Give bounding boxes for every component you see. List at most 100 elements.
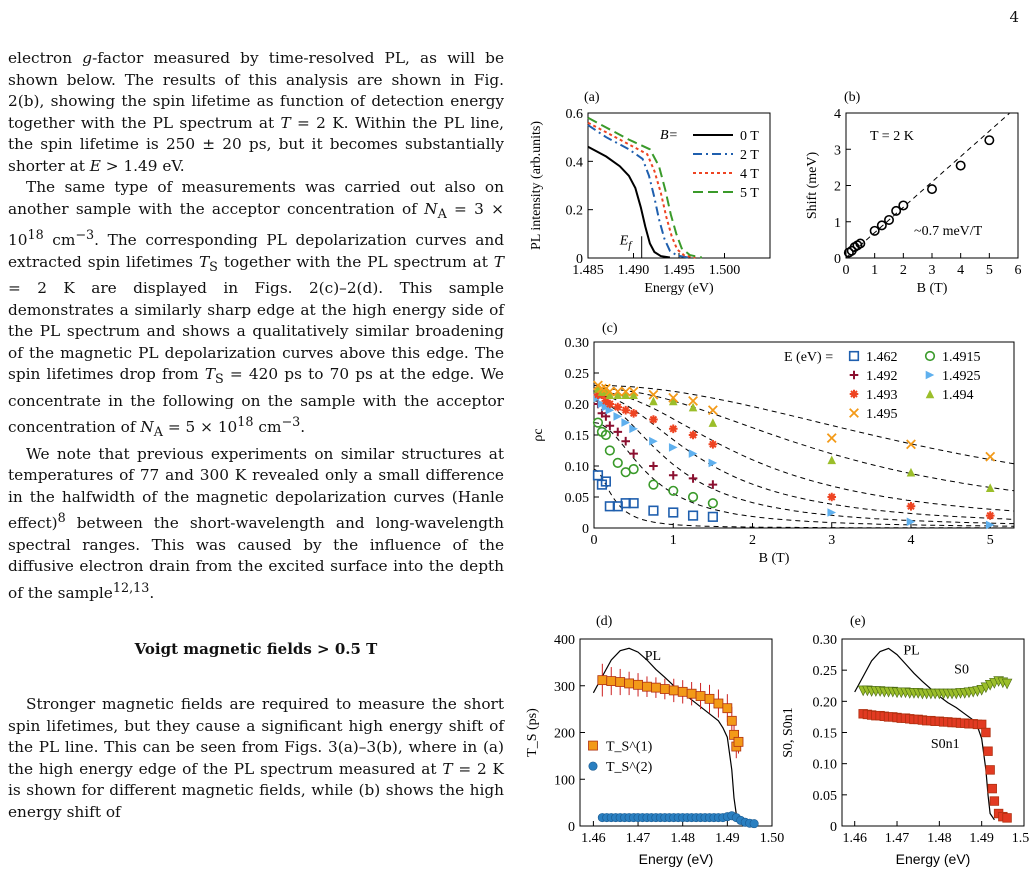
data-point-ts1 xyxy=(704,693,715,704)
data-point-1.493 xyxy=(605,399,615,409)
data-point-1.494 xyxy=(668,396,678,406)
y-tick-label: 0 xyxy=(576,252,583,267)
data-point-1.495 xyxy=(985,451,996,462)
x-tick-label: 2 xyxy=(900,263,907,278)
x-tick-label: 0 xyxy=(843,263,850,278)
x-tick-label: 1.46 xyxy=(581,831,606,846)
data-point-1.494 xyxy=(629,390,638,399)
y-tick-label: 200 xyxy=(554,727,575,742)
data-point-1.462 xyxy=(668,507,679,518)
legend-label: 0 T xyxy=(740,129,759,144)
y-tick-label: 3 xyxy=(834,143,841,158)
data-point-1.492 xyxy=(708,480,718,489)
lorentzian-fit xyxy=(594,388,1015,492)
data-point-1.462 xyxy=(687,510,699,521)
s0n1-label: S0n1 xyxy=(931,737,960,752)
legend-title: E (eV) = xyxy=(784,350,833,365)
panel-label: (b) xyxy=(844,90,861,105)
lorentzian-fit xyxy=(593,394,1015,520)
legend-label: 1.4925 xyxy=(942,369,981,384)
panel-label: (c) xyxy=(602,321,618,336)
y-tick-label: 0.30 xyxy=(813,633,838,648)
y-axis-label: S0, S0n1 xyxy=(781,707,796,758)
section-heading: Voigt magnetic fields > 0.5 T xyxy=(134,639,378,658)
data-point-s0n1 xyxy=(987,783,997,794)
data-point-1.493 xyxy=(985,511,995,520)
y-tick-label: 0 xyxy=(582,522,589,537)
data-point-ts1 xyxy=(642,681,652,692)
data-point-ts1 xyxy=(686,688,697,699)
data-point-1.494 xyxy=(613,390,623,399)
data-point-1.493 xyxy=(906,502,916,511)
x-tick-label: 1.495 xyxy=(663,263,695,278)
data-point-1.493 xyxy=(621,405,630,415)
panel-label: (d) xyxy=(596,614,613,629)
y-axis-label: ρc xyxy=(531,428,546,441)
paragraph-3: We note that previous experiments on sim… xyxy=(8,444,504,603)
y-tick-label: 0.15 xyxy=(813,727,838,742)
lorentzian-fit xyxy=(593,391,1015,512)
legend-marker xyxy=(924,350,936,362)
chart-d-spin-lifetime: (d) 1.46 1.47 1.48 1.49 1.50 0 100 200 300 400 Ener… xyxy=(525,614,784,867)
y-axis-label: T_S (ps) xyxy=(525,708,540,757)
data-point-1.4925 xyxy=(985,520,995,530)
y-tick-label: 0.20 xyxy=(565,398,590,413)
y-tick-label: 0.05 xyxy=(813,789,838,804)
legend-marker xyxy=(588,761,598,771)
data-point-1.494 xyxy=(906,467,916,477)
data-point-1.4925 xyxy=(906,517,916,527)
data-point xyxy=(927,184,938,195)
data-point-1.493 xyxy=(629,409,638,418)
x-tick-label: 1.47 xyxy=(626,831,651,846)
y-tick-label: 0.2 xyxy=(566,204,584,219)
data-point-1.462 xyxy=(707,511,718,522)
x-tick-label: 1 xyxy=(670,533,677,548)
data-point-ts1 xyxy=(615,677,626,687)
data-point-1.4925 xyxy=(629,424,638,434)
y-tick-label: 0 xyxy=(830,820,837,835)
series-line-2t xyxy=(587,124,689,259)
y-tick-label: 0.30 xyxy=(565,336,590,351)
plot-frame xyxy=(579,638,773,827)
pl-spectrum-curve xyxy=(854,647,995,821)
data-point-ts1 xyxy=(713,698,724,709)
x-tick-label: 1.50 xyxy=(1012,831,1029,846)
data-point-1.4925 xyxy=(613,412,623,421)
legend-label: T_S^(2) xyxy=(606,760,653,775)
data-point-1.462 xyxy=(628,498,639,509)
legend-label: 1.4915 xyxy=(942,350,981,365)
data-point-1.492 xyxy=(605,421,615,430)
data-point-1.4915 xyxy=(668,485,679,496)
data-point-1.494 xyxy=(605,390,615,399)
y-tick-label: 400 xyxy=(554,633,575,648)
y-tick-label: 0 xyxy=(834,252,841,267)
page-number: 4 xyxy=(1009,8,1019,26)
data-point-1.4925 xyxy=(621,418,630,427)
data-point-1.492 xyxy=(629,449,638,458)
legend-label: 5 T xyxy=(740,186,759,201)
x-tick-label: 1.500 xyxy=(709,263,741,278)
y-axis-label: Shift (meV) xyxy=(805,152,820,220)
y-tick-label: 0.10 xyxy=(565,460,590,475)
data-point-1.4925 xyxy=(605,405,615,415)
data-point-1.495 xyxy=(612,386,623,397)
data-point-1.493 xyxy=(688,430,698,440)
data-point-ts1 xyxy=(606,676,617,686)
data-point-ts1 xyxy=(677,686,688,697)
pl-label: PL xyxy=(903,644,919,659)
legend-marker xyxy=(925,389,935,399)
series-line-0t xyxy=(587,145,671,259)
x-tick-label: 0 xyxy=(591,533,598,548)
data-point-ts1 xyxy=(659,684,670,694)
y-tick-label: 0.25 xyxy=(813,664,838,679)
legend-label: 1.462 xyxy=(866,350,898,365)
legend-label: 1.492 xyxy=(866,369,898,384)
data-point-ts1 xyxy=(695,691,706,701)
data-point-1.4915 xyxy=(604,445,615,456)
x-axis-label: Energy (eV) xyxy=(644,281,714,296)
data-point-s0n1 xyxy=(983,746,993,756)
legend-marker xyxy=(849,370,859,380)
data-point-1.494 xyxy=(688,402,698,412)
data-point-1.493 xyxy=(668,424,678,434)
data-point-ts1 xyxy=(726,715,737,726)
